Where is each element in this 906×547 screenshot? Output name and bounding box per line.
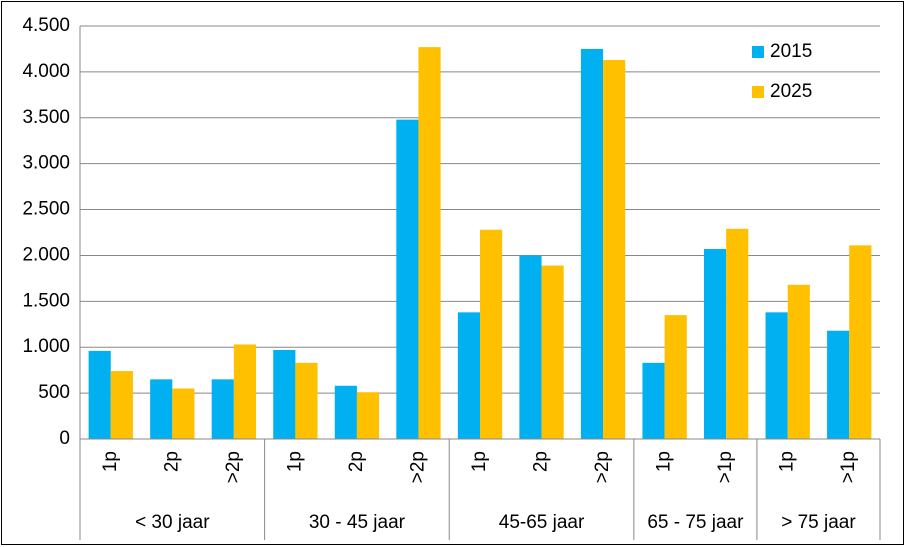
bar	[150, 379, 173, 439]
x-tick-label: >1p	[838, 451, 859, 483]
x-tick-label: >2p	[407, 451, 428, 483]
y-tick-label: 2.500	[22, 199, 70, 220]
legend-swatch	[752, 46, 764, 58]
bar	[664, 315, 687, 439]
bar	[480, 229, 503, 439]
x-tick-label: 1p	[469, 451, 490, 472]
x-tick-label: >1p	[715, 451, 736, 483]
legend-label: 2025	[770, 81, 812, 102]
bar	[787, 284, 810, 439]
bar	[295, 362, 318, 439]
x-tick-label: >2p	[223, 451, 244, 483]
group-label: > 75 jaar	[781, 512, 856, 533]
x-tick-label: 2p	[346, 451, 367, 472]
y-tick-label: 3.500	[22, 107, 70, 128]
bar	[603, 59, 626, 440]
group-label: 45-65 jaar	[499, 512, 585, 533]
bar	[110, 371, 133, 439]
x-tick-label: 2p	[531, 451, 552, 472]
bar	[172, 388, 195, 439]
y-tick-label: 500	[38, 382, 70, 403]
y-tick-label: 2.000	[22, 244, 70, 265]
bar	[457, 312, 480, 439]
bar	[211, 379, 234, 439]
bar	[233, 344, 256, 439]
group-label: < 30 jaar	[135, 512, 210, 533]
y-tick-label: 4.500	[22, 15, 70, 36]
bar	[827, 330, 850, 439]
y-tick-label: 1.000	[22, 336, 70, 357]
y-tick-label: 4.000	[22, 61, 70, 82]
group-label: 30 - 45 jaar	[309, 512, 406, 533]
bar	[541, 265, 564, 439]
x-tick-label: 1p	[654, 451, 675, 472]
bar	[418, 47, 441, 440]
bar	[849, 245, 872, 439]
legend-label: 2015	[770, 41, 812, 62]
legend-swatch	[752, 86, 764, 98]
bar	[273, 349, 296, 439]
x-tick-label: 1p	[777, 451, 798, 472]
bar	[704, 249, 727, 439]
x-tick-label: 1p	[100, 451, 121, 472]
bar	[642, 362, 665, 439]
x-tick-label: 1p	[284, 451, 305, 472]
bar	[765, 312, 788, 439]
bar	[726, 228, 749, 439]
y-tick-label: 3.000	[22, 153, 70, 174]
bar	[334, 385, 357, 439]
x-tick-label: 2p	[161, 451, 182, 472]
bar	[580, 48, 604, 439]
group-label: 65 - 75 jaar	[647, 512, 744, 533]
y-tick-label: 1.500	[22, 290, 70, 311]
bar	[396, 119, 419, 439]
bar	[88, 350, 111, 439]
y-tick-label: 0	[59, 428, 70, 449]
bar	[519, 255, 542, 439]
bar	[356, 392, 380, 439]
x-tick-label: >2p	[592, 451, 613, 483]
